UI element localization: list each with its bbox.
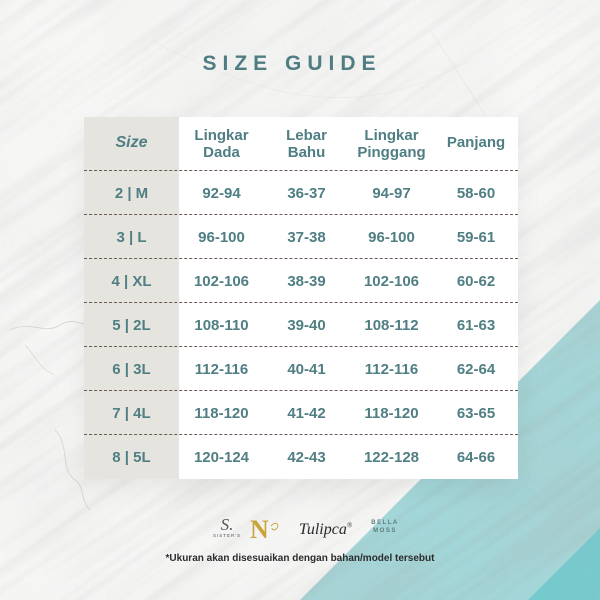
- svg-text:N: N: [250, 515, 269, 544]
